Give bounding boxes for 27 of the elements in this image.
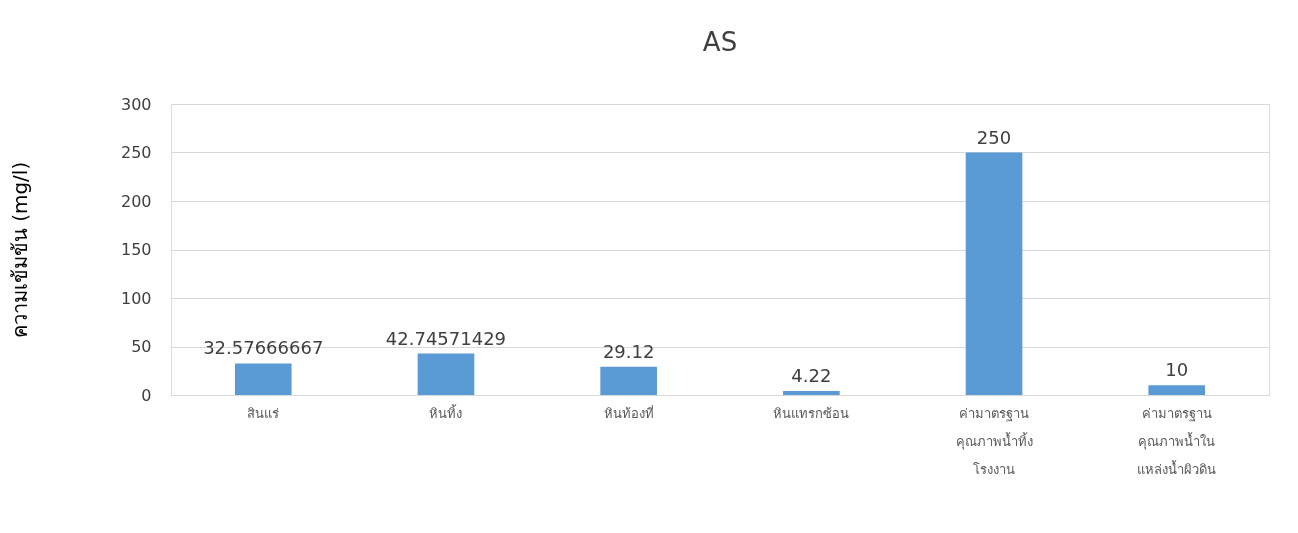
- x-tick-label: ค่ามาตรฐาน คุณภาพน้ำใน แหล่งน้ำผิวดิน: [1137, 405, 1217, 477]
- data-label: 42.74571429: [385, 327, 507, 349]
- data-label: 32.57666667: [203, 337, 324, 359]
- y-axis-title: ความเข้มข้น (mg/l): [7, 161, 32, 339]
- y-tick-label: 100: [120, 288, 152, 308]
- data-label: 10: [1165, 359, 1189, 381]
- bar: [783, 390, 840, 395]
- y-tick-label: 50: [131, 337, 152, 356]
- data-label: 4.22: [791, 364, 832, 386]
- bar: [417, 353, 475, 395]
- bar: [600, 366, 657, 395]
- y-tick-label: 250: [120, 143, 152, 162]
- x-tick-label: หินแทรกซ้อน: [773, 405, 850, 421]
- x-tick-label: หินทิ้ง: [429, 403, 463, 421]
- x-tick-label: ค่ามาตรฐาน คุณภาพน้ำทิ้ง โรงงาน: [955, 405, 1033, 477]
- y-tick-label: 0: [141, 385, 152, 405]
- chart-title: AS: [702, 27, 738, 57]
- y-tick-label: 150: [120, 240, 152, 259]
- y-tick-label: 300: [120, 94, 152, 114]
- data-label: 250: [976, 126, 1012, 148]
- y-tick-label: 200: [120, 191, 152, 211]
- x-tick-label: หินท้องที่: [603, 404, 654, 421]
- bar: [965, 152, 1023, 395]
- x-tick-label: สินแร่: [247, 405, 280, 421]
- bar: [1148, 385, 1206, 395]
- bar: [234, 363, 292, 395]
- data-label: 29.12: [602, 340, 655, 362]
